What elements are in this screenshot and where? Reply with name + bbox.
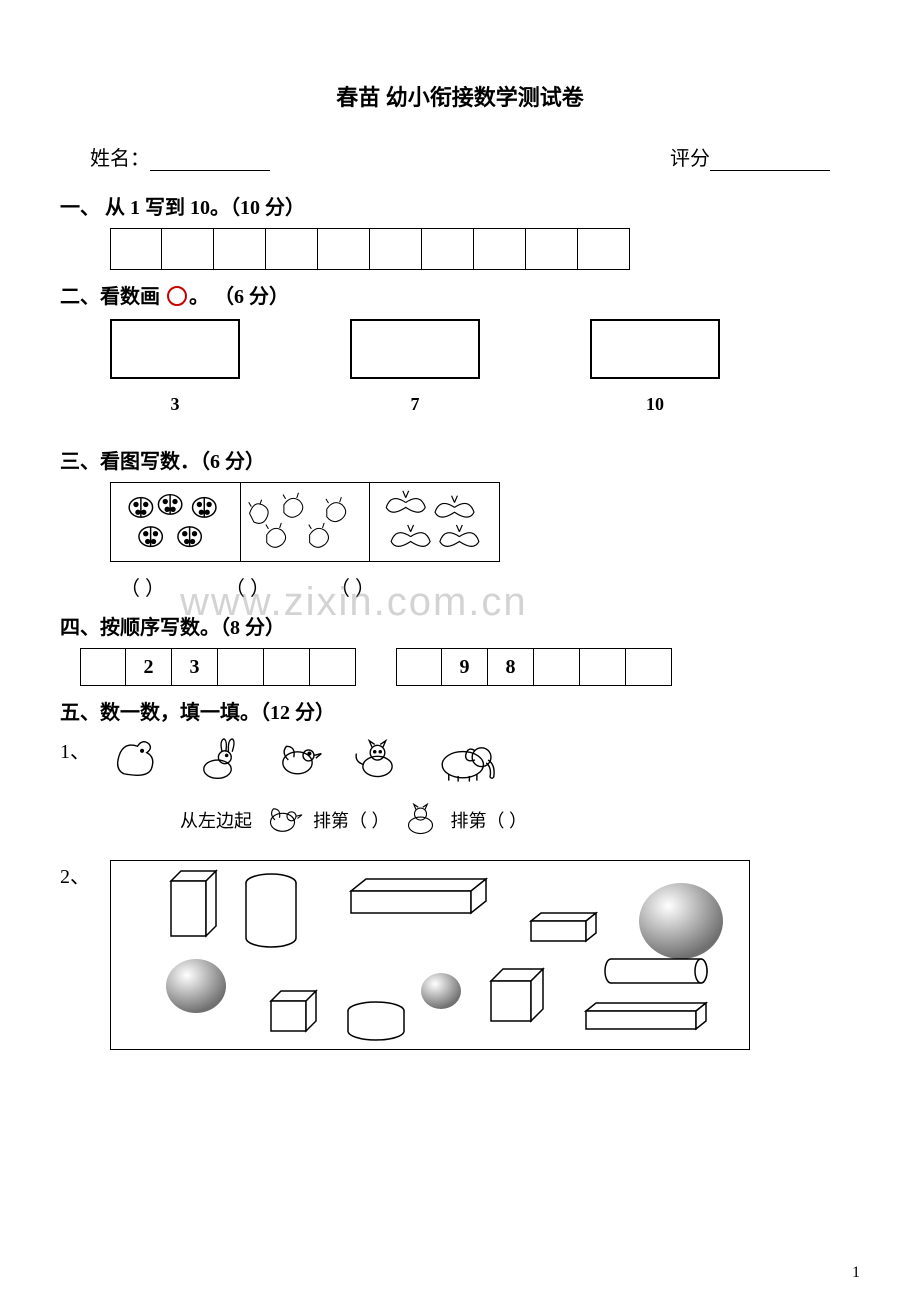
circle-icon [167,286,187,306]
shapes-box [110,860,750,1050]
seq-cell[interactable] [218,648,264,686]
draw-box[interactable] [350,319,480,379]
elephant-icon [430,735,505,785]
name-field: 姓名： [90,142,270,171]
s1-cell[interactable] [474,228,526,270]
cat-icon [350,735,405,785]
s2-box-group: 3 [110,319,240,415]
seq-cell[interactable] [396,648,442,686]
q5-1-content: 从左边起 排第（ ） 排第（ ） [110,735,527,840]
s2-box-group: 7 [350,319,480,415]
from-left-label: 从左边起 [180,807,252,833]
section-4-heading: 四、按顺序写数。（8 分） [60,611,860,640]
section-5-heading: 五、数一数，填一填。（12 分） [60,696,860,725]
draw-box[interactable] [590,319,720,379]
shapes-svg [111,861,751,1051]
section-2-boxes: 3 7 10 [110,319,860,415]
s1-cell[interactable] [214,228,266,270]
section-4-sequences: 2 3 9 8 [80,648,860,686]
section-3-heading: 三、看图写数．（6 分） [60,445,860,474]
sequence-1: 2 3 [80,648,356,686]
s1-cell[interactable] [578,228,630,270]
section-3-images [110,482,500,562]
paren-blank[interactable]: （ ） [120,572,165,601]
score-field: 评分 [670,142,830,171]
seq-cell[interactable] [80,648,126,686]
worksheet-page: 春苗 幼小衔接数学测试卷 姓名： 评分 一、 从 1 写到 10。（10 分） … [0,0,920,1090]
s1-cell[interactable] [370,228,422,270]
from-left-row: 从左边起 排第（ ） 排第（ ） [180,800,527,840]
q5-2-num: 2、 [60,860,90,889]
seq-cell[interactable] [580,648,626,686]
box-label: 3 [171,394,180,415]
s1-cell[interactable] [318,228,370,270]
cats-panel [241,483,371,561]
bugs-panel [111,483,241,561]
score-underline[interactable] [710,153,830,171]
seq-cell[interactable] [626,648,672,686]
s1-cell[interactable] [266,228,318,270]
butterflies-icon [376,483,494,561]
q5-2: 2、 [60,860,860,1050]
s2-heading-b: 。 （6 分） [189,286,289,308]
page-title: 春苗 幼小衔接数学测试卷 [60,80,860,112]
seq-cell: 9 [442,648,488,686]
s2-box-group: 10 [590,319,720,415]
butterflies-panel [370,483,499,561]
s1-cell[interactable] [422,228,474,270]
rank-blank-a[interactable]: 排第（ ） [313,807,390,833]
q5-1: 1、 从左边起 排第（ ） 排第（ ） [60,735,860,840]
seq-cell: 2 [126,648,172,686]
seq-cell: 3 [172,648,218,686]
bird-small-icon [260,800,305,840]
squirrel-icon [110,735,165,785]
rank-blank-b[interactable]: 排第（ ） [451,807,528,833]
s1-cell[interactable] [110,228,162,270]
cat-small-icon [398,800,443,840]
seq-cell[interactable] [534,648,580,686]
paren-blank[interactable]: （ ） [225,572,270,601]
section-3-answers: （ ） （ ） （ ） [120,572,860,601]
draw-box[interactable] [110,319,240,379]
bird-icon [270,735,325,785]
s1-cell[interactable] [162,228,214,270]
q5-1-num: 1、 [60,735,90,764]
sequence-2: 9 8 [396,648,672,686]
seq-cell[interactable] [264,648,310,686]
cats-icon [241,483,370,561]
s2-heading-a: 二、看数画 [60,286,165,308]
paren-blank[interactable]: （ ） [330,572,375,601]
section-1-cells [110,228,860,270]
score-label: 评分 [670,148,710,170]
box-label: 7 [411,394,420,415]
animals-row [110,735,527,785]
seq-cell: 8 [488,648,534,686]
s1-cell[interactable] [526,228,578,270]
rabbit-icon [190,735,245,785]
name-label: 姓名： [90,148,150,170]
seq-cell[interactable] [310,648,356,686]
ladybugs-icon [115,483,235,561]
section-2-heading: 二、看数画 。 （6 分） [60,280,860,309]
name-underline[interactable] [150,153,270,171]
box-label: 10 [646,394,664,415]
page-number: 1 [852,1264,860,1282]
section-1-heading: 一、 从 1 写到 10。（10 分） [60,191,860,220]
header-row: 姓名： 评分 [60,142,860,171]
